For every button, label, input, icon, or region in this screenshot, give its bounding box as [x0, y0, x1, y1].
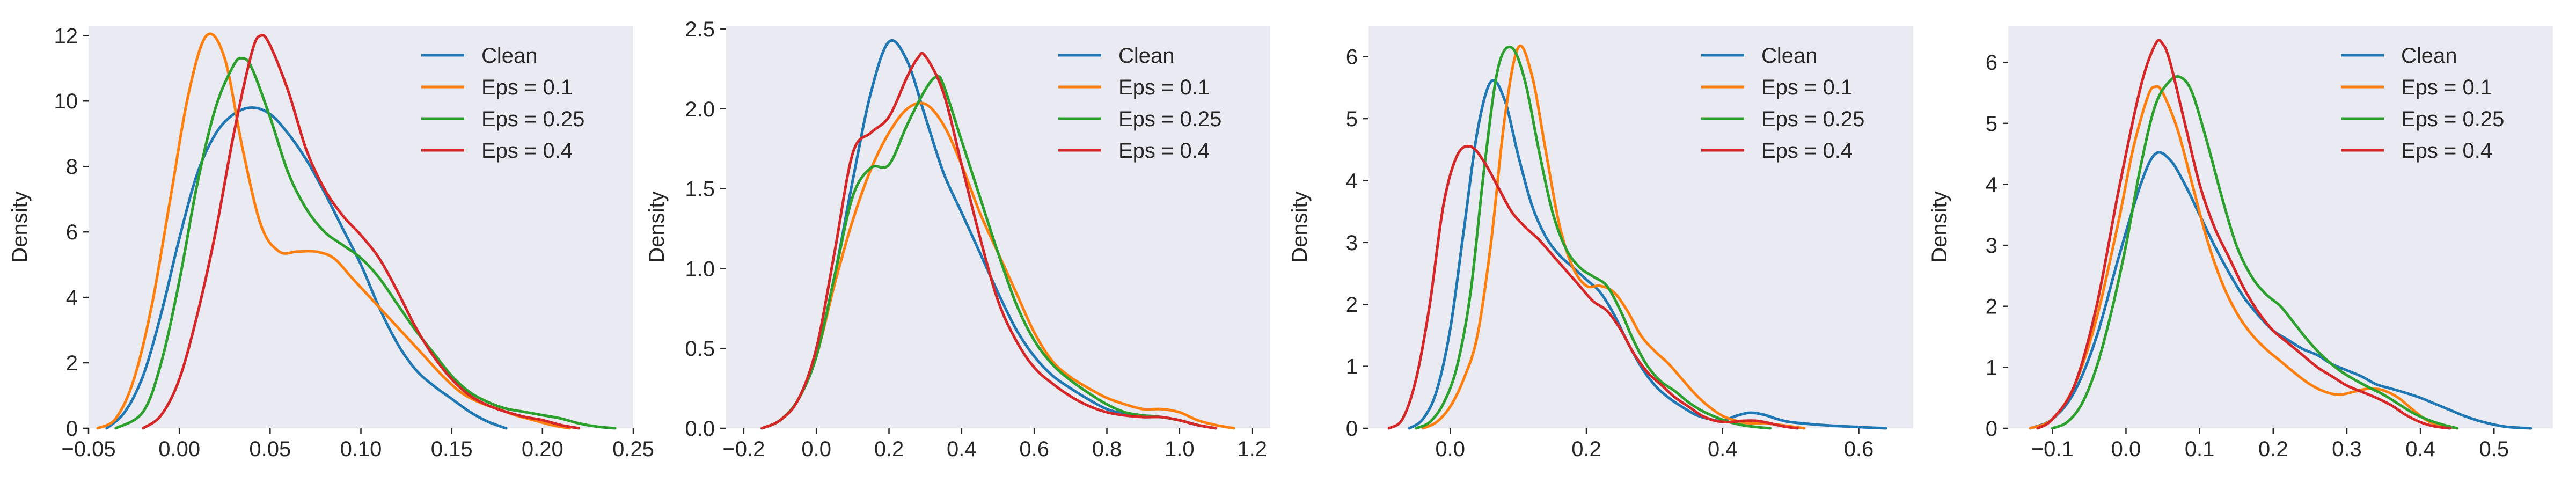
x-tick-label: −0.05 — [61, 437, 115, 461]
x-tick-label: 1.2 — [1237, 437, 1267, 461]
y-axis-label: Density — [1928, 191, 1951, 262]
y-tick-label: 0 — [1986, 417, 1997, 441]
y-tick-label: 8 — [66, 155, 78, 179]
y-tick-label: 5 — [1346, 107, 1358, 131]
y-tick-label: 12 — [54, 24, 78, 48]
legend-label: Eps = 0.4 — [1118, 139, 1210, 163]
legend-label: Eps = 0.4 — [2401, 139, 2492, 163]
x-tick-label: 0.8 — [1092, 437, 1122, 461]
y-tick-label: 1.0 — [685, 257, 715, 281]
legend-label: Clean — [2401, 44, 2457, 68]
x-tick-label: −0.2 — [722, 437, 765, 461]
x-tick-label: 0.20 — [522, 437, 564, 461]
chart-panel-4: 0 1 2 3 4 5 6 −0.1 0.0 0.1 0.2 0.3 0.4 0.5 Density Clea… — [1928, 26, 2553, 461]
x-tick-label: 0.2 — [1571, 437, 1601, 461]
x-tick-label: 0.4 — [2405, 437, 2435, 461]
density-line-series-1 — [105, 106, 508, 430]
x-tick-label: 0.4 — [947, 437, 977, 461]
y-tick-label: 4 — [1346, 169, 1358, 193]
x-tick-label: 0.0 — [2111, 437, 2141, 461]
chart-panel-1: 0 2 4 6 8 10 12 −0.05 0.00 0.05 0.10 0.15 0.20 0.25 De… — [8, 24, 654, 461]
density-line-series-3 — [114, 56, 617, 430]
legend-label: Eps = 0.4 — [481, 139, 573, 163]
chart-panel-2: 0.0 0.5 1.0 1.5 2.0 2.5 −0.2 0.0 0.2 0.4 0.6 0.8 1.0… — [645, 18, 1270, 461]
legend: Clean Eps = 0.1 Eps = 0.25 Eps = 0.4 — [1701, 44, 1864, 163]
density-line-series-2 — [2029, 85, 2459, 430]
y-tick-label: 3 — [1986, 234, 1997, 258]
x-tick-label: 0.15 — [431, 437, 473, 461]
density-line-series-2 — [1422, 45, 1806, 430]
y-tick-label: 10 — [54, 90, 78, 113]
x-tick-label: 0.0 — [1435, 437, 1465, 461]
density-line-series-4 — [1387, 144, 1799, 430]
y-tick-label: 6 — [1346, 46, 1358, 69]
density-line-series-4 — [142, 34, 580, 430]
x-tick-label: 0.05 — [249, 437, 291, 461]
density-line-series-4 — [2036, 39, 2451, 430]
y-tick-label: 6 — [66, 221, 78, 244]
y-tick-label: 1 — [1346, 355, 1358, 379]
y-axis-label: Density — [1288, 191, 1312, 262]
x-tick-label: −0.1 — [2031, 437, 2074, 461]
chart-panel-3: 0 1 2 3 4 5 6 0.0 0.2 0.4 0.6 Density Clean Eps = 0.1… — [1288, 26, 1913, 461]
legend: Clean Eps = 0.1 Eps = 0.25 Eps = 0.4 — [1058, 44, 1221, 163]
x-tick-label: 0.10 — [340, 437, 382, 461]
legend-label: Clean — [481, 44, 538, 68]
y-tick-label: 6 — [1986, 51, 1997, 75]
legend-label: Eps = 0.25 — [1761, 107, 1864, 131]
legend: Clean Eps = 0.1 Eps = 0.25 Eps = 0.4 — [421, 44, 584, 163]
y-tick-label: 2 — [66, 352, 78, 375]
y-axis-label: Density — [645, 191, 669, 262]
y-tick-label: 0.5 — [685, 337, 715, 361]
density-line-series-2 — [760, 101, 1235, 430]
plot-area — [89, 26, 633, 428]
legend-label: Eps = 0.1 — [1118, 76, 1210, 99]
y-tick-label: 4 — [66, 286, 78, 310]
y-tick-label: 2.5 — [685, 18, 715, 41]
y-tick-label: 2.0 — [685, 98, 715, 121]
legend: Clean Eps = 0.1 Eps = 0.25 Eps = 0.4 — [2341, 44, 2504, 163]
y-axis-label: Density — [8, 191, 32, 262]
y-tick-label: 0.0 — [685, 417, 715, 441]
x-tick-label: 1.0 — [1165, 437, 1195, 461]
y-tick-label: 1.5 — [685, 178, 715, 201]
x-tick-label: 0.1 — [2185, 437, 2215, 461]
x-tick-label: 0.0 — [801, 437, 831, 461]
x-tick-label: 0.6 — [1844, 437, 1874, 461]
x-tick-label: 0.2 — [2258, 437, 2288, 461]
legend-label: Eps = 0.1 — [1761, 76, 1853, 99]
x-tick-label: 0.5 — [2479, 437, 2509, 461]
legend-label: Clean — [1118, 44, 1175, 68]
x-tick-label: 0.00 — [158, 437, 200, 461]
density-line-series-3 — [760, 75, 1217, 430]
x-tick-label: 0.6 — [1019, 437, 1049, 461]
density-line-series-1 — [2029, 151, 2533, 430]
y-tick-label: 1 — [1986, 356, 1997, 379]
y-tick-label: 4 — [1986, 173, 1997, 196]
legend-label: Eps = 0.4 — [1761, 139, 1853, 163]
density-line-series-4 — [760, 52, 1217, 430]
legend-label: Eps = 0.25 — [481, 107, 584, 131]
y-tick-label: 2 — [1986, 295, 1997, 319]
density-line-series-3 — [1415, 45, 1772, 430]
x-tick-label: 0.4 — [1708, 437, 1738, 461]
x-tick-label: 0.25 — [612, 437, 654, 461]
legend-label: Eps = 0.25 — [2401, 107, 2504, 131]
y-tick-label: 2 — [1346, 293, 1358, 317]
density-line-series-1 — [1408, 79, 1887, 430]
density-line-series-3 — [2051, 75, 2459, 430]
y-tick-label: 0 — [66, 417, 78, 441]
y-tick-label: 3 — [1346, 231, 1358, 255]
x-tick-label: 0.2 — [874, 437, 904, 461]
plot-area — [726, 26, 1270, 428]
y-tick-label: 0 — [1346, 417, 1358, 441]
y-tick-label: 5 — [1986, 112, 1997, 136]
x-tick-label: 0.3 — [2332, 437, 2362, 461]
legend-label: Eps = 0.1 — [481, 76, 573, 99]
legend-label: Eps = 0.1 — [2401, 76, 2492, 99]
legend-label: Eps = 0.25 — [1118, 107, 1221, 131]
legend-label: Clean — [1761, 44, 1818, 68]
